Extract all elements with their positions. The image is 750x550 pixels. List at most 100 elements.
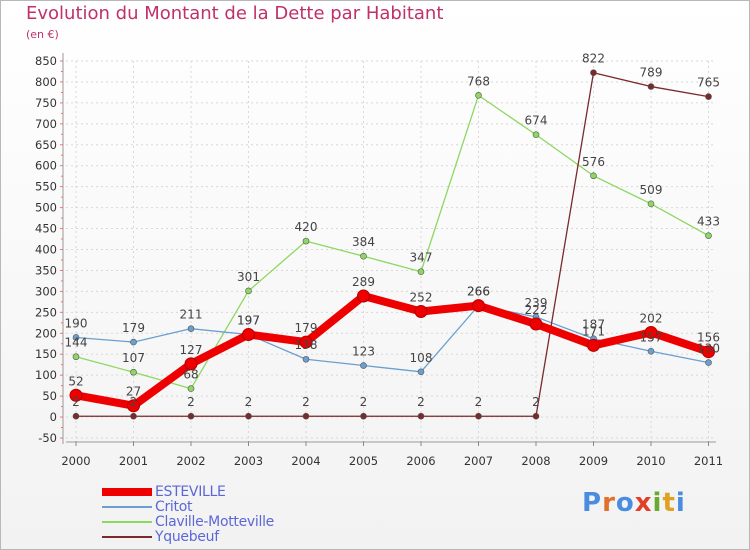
- data-point: [69, 388, 83, 402]
- y-tick-label: 750: [35, 96, 57, 110]
- legend-swatch: [102, 536, 152, 538]
- logo-letter: i: [675, 488, 686, 518]
- x-tick-label: 2008: [521, 454, 550, 468]
- data-point: [472, 299, 485, 313]
- y-tick-label: 250: [35, 305, 57, 319]
- data-point: [590, 69, 597, 77]
- data-label: 197: [237, 314, 260, 328]
- data-point: [414, 304, 428, 318]
- x-tick-label: 2010: [636, 454, 665, 468]
- data-label: 2: [360, 395, 368, 409]
- data-label: 252: [410, 290, 433, 304]
- x-tick-label: 2007: [464, 454, 493, 468]
- data-point: [72, 334, 80, 341]
- data-label: 130: [697, 342, 720, 356]
- data-label: 2: [187, 395, 195, 409]
- logo-letter: x: [634, 488, 653, 518]
- logo-letter: r: [602, 488, 616, 518]
- data-label: 171: [582, 324, 605, 338]
- y-tick-label: 100: [35, 368, 57, 382]
- data-point: [475, 92, 482, 99]
- chart-subtitle: (en €): [26, 28, 59, 41]
- data-point: [417, 268, 425, 276]
- data-point: [302, 355, 310, 363]
- data-label: 202: [640, 311, 663, 325]
- data-point: [532, 131, 540, 139]
- data-point: [647, 200, 655, 208]
- data-point: [187, 325, 195, 332]
- data-point: [360, 252, 367, 260]
- y-tick-label: 50: [42, 389, 57, 403]
- data-point: [130, 338, 137, 346]
- data-label: 222: [525, 303, 548, 317]
- logo-letter: t: [662, 488, 676, 518]
- data-point: [590, 172, 597, 180]
- data-label: 765: [697, 76, 720, 90]
- y-tick-label: 550: [35, 180, 57, 194]
- y-tick-label: 850: [35, 54, 57, 68]
- y-tick-label: 200: [35, 326, 57, 340]
- data-label: 52: [68, 374, 83, 388]
- data-point: [647, 347, 655, 355]
- data-point: [245, 412, 252, 420]
- data-point: [705, 359, 712, 366]
- data-label: 674: [525, 114, 548, 128]
- legend-label: ESTEVILLE: [155, 484, 226, 500]
- data-label: 266: [467, 285, 490, 299]
- data-label: 127: [180, 343, 203, 357]
- data-label: 144: [65, 336, 88, 350]
- logo-letter: i: [652, 488, 663, 518]
- x-tick-label: 2003: [234, 454, 263, 468]
- data-point: [187, 385, 195, 392]
- legend-swatch: [102, 506, 152, 508]
- data-label: 190: [65, 316, 88, 330]
- data-point: [302, 237, 310, 245]
- series-line-esteville: [72, 291, 713, 410]
- data-point: [532, 412, 540, 420]
- data-point: [475, 412, 482, 420]
- data-point: [242, 328, 255, 342]
- data-point: [360, 412, 367, 420]
- data-label: 2: [302, 395, 310, 409]
- data-point: [705, 232, 712, 239]
- data-point: [360, 362, 367, 369]
- data-label: 789: [640, 66, 663, 80]
- y-tick-label: 350: [35, 263, 57, 277]
- data-label: 576: [582, 155, 605, 169]
- data-label: 156: [697, 331, 720, 345]
- legend-label: Critot: [155, 499, 193, 515]
- data-label: 179: [295, 321, 318, 335]
- data-label: 138: [295, 338, 318, 352]
- data-label: 157: [640, 330, 663, 344]
- data-point: [705, 93, 712, 100]
- data-point: [529, 317, 543, 331]
- data-point: [127, 399, 140, 413]
- data-label: 301: [237, 270, 260, 284]
- x-tick-label: 2004: [291, 454, 320, 468]
- x-tick-label: 2011: [694, 454, 723, 468]
- data-label: 347: [410, 251, 433, 265]
- x-tick-label: 2001: [119, 454, 148, 468]
- data-label: 2: [417, 395, 425, 409]
- x-tick-label: 2006: [406, 454, 435, 468]
- data-label: 179: [122, 321, 145, 335]
- x-tick-label: 2005: [349, 454, 378, 468]
- data-label: 123: [352, 345, 375, 359]
- x-tick-label: 2002: [176, 454, 205, 468]
- data-label: 27: [126, 385, 141, 399]
- data-label: 2: [72, 395, 80, 409]
- y-tick-label: 400: [35, 243, 57, 257]
- data-label: 108: [410, 351, 433, 365]
- data-label: 187: [582, 318, 605, 332]
- y-tick-label: 0: [50, 410, 57, 424]
- data-point: [72, 353, 80, 361]
- y-tick-label: 450: [35, 222, 57, 236]
- data-point: [644, 325, 658, 339]
- y-tick-label: 800: [35, 75, 57, 89]
- data-point: [702, 345, 715, 359]
- data-label: 289: [352, 275, 375, 289]
- data-point: [245, 287, 252, 295]
- y-tick-label: 650: [35, 138, 57, 152]
- data-label: 822: [582, 52, 605, 66]
